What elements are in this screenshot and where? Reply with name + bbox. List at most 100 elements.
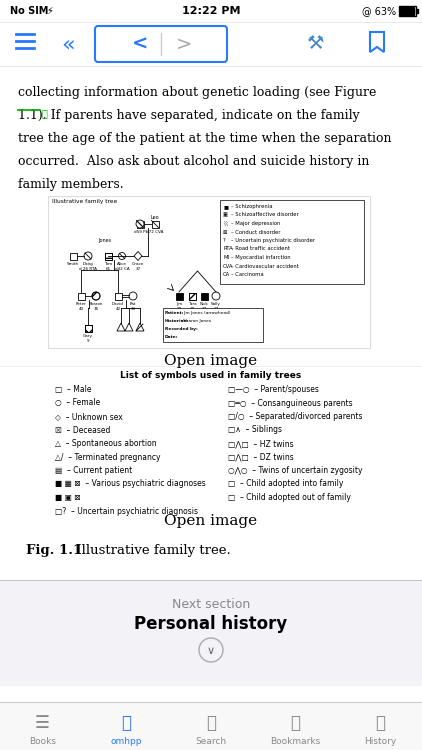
Bar [48, 196, 370, 348]
Bar [400, 7, 414, 15]
Text: □  – Male: □ – Male [55, 385, 92, 394]
Bar [84, 325, 92, 332]
Text: List of symbols used in family trees: List of symbols used in family trees [120, 371, 302, 380]
Text: △  – Spontaneous abortion: △ – Spontaneous abortion [55, 439, 157, 448]
Text: Alice
d42 CA: Alice d42 CA [115, 262, 130, 271]
Bar [70, 253, 76, 260]
Text: ⚒: ⚒ [307, 34, 325, 53]
Text: Next section: Next section [172, 598, 250, 611]
Text: ∨: ∨ [207, 646, 215, 656]
Text: >: > [176, 34, 192, 53]
Text: □═○  – Consanguineous parents: □═○ – Consanguineous parents [228, 398, 353, 407]
Text: Nick
27: Nick 27 [200, 302, 208, 310]
Polygon shape [117, 323, 125, 331]
Bar [84, 325, 92, 332]
Text: ○⋀○  – Twins of uncertain zygosity: ○⋀○ – Twins of uncertain zygosity [228, 466, 362, 475]
Text: Fig. 1.1: Fig. 1.1 [26, 544, 82, 557]
Text: ⚡: ⚡ [46, 6, 53, 16]
Bar [78, 292, 84, 299]
Text: □  – Child adopted out of family: □ – Child adopted out of family [228, 493, 351, 502]
Text: ░: ░ [223, 221, 227, 226]
Text: ■ ▣ ⊠: ■ ▣ ⊠ [55, 493, 81, 502]
Text: Sharon Jones: Sharon Jones [183, 319, 211, 323]
Text: ○  – Female: ○ – Female [55, 398, 100, 407]
Text: – Carcinoma: – Carcinoma [231, 272, 264, 277]
Text: Date:: Date: [165, 335, 179, 339]
Bar [416, 9, 418, 13]
Text: Jones: Jones [98, 238, 111, 243]
Text: Gary
9: Gary 9 [83, 334, 93, 343]
Text: d59 PI: d59 PI [134, 230, 146, 234]
Polygon shape [134, 251, 142, 260]
Text: <: < [132, 34, 148, 53]
FancyBboxPatch shape [95, 26, 227, 62]
Bar [189, 292, 195, 299]
Text: Grace
37: Grace 37 [132, 262, 144, 271]
Bar [0, 22, 422, 66]
Text: Historian:: Historian: [165, 319, 189, 323]
Circle shape [129, 292, 137, 300]
Text: d72 CVA: d72 CVA [146, 230, 164, 234]
Bar [399, 6, 416, 16]
Text: RTA: RTA [223, 247, 233, 251]
Text: 📖: 📖 [122, 714, 132, 732]
Text: 🕒: 🕒 [375, 714, 385, 732]
Text: family members.: family members. [18, 178, 124, 191]
Text: – Myocardial infarction: – Myocardial infarction [231, 255, 291, 260]
Text: – Cardiovascular accident: – Cardiovascular accident [231, 263, 299, 268]
Text: □⋀□  – HZ twins: □⋀□ – HZ twins [228, 439, 294, 448]
Text: 🔖: 🔖 [290, 714, 300, 732]
Text: □⋀□  – DZ twins: □⋀□ – DZ twins [228, 452, 294, 461]
Bar [136, 220, 143, 227]
Text: 12:22 PM: 12:22 PM [182, 6, 240, 16]
Bar [176, 292, 182, 299]
Text: Open image: Open image [165, 514, 257, 528]
Text: CA: CA [223, 272, 230, 277]
Bar [151, 220, 159, 227]
Text: 🔍: 🔍 [206, 714, 216, 732]
Text: Illustrative family tree: Illustrative family tree [52, 199, 117, 204]
Text: No SIM: No SIM [10, 6, 49, 16]
Bar [189, 292, 195, 299]
Text: Leo: Leo [151, 215, 160, 220]
Text: ▤  – Current patient: ▤ – Current patient [55, 466, 132, 475]
Text: ☒  – Deceased: ☒ – Deceased [55, 425, 111, 434]
Bar [0, 0, 422, 22]
Text: Jim Jones (arrowhead): Jim Jones (arrowhead) [183, 311, 230, 315]
Bar [105, 253, 111, 260]
Text: – Schizophrenia: – Schizophrenia [231, 204, 273, 209]
Text: ◇  – Unknown sex: ◇ – Unknown sex [55, 412, 123, 421]
Text: «: « [61, 34, 75, 54]
Text: David
42: David 42 [112, 302, 124, 310]
Circle shape [136, 220, 144, 228]
Text: CVA: CVA [223, 263, 233, 268]
Circle shape [199, 638, 223, 662]
Bar [0, 580, 422, 685]
Text: – Conduct disorder: – Conduct disorder [231, 230, 281, 235]
Bar [200, 292, 208, 299]
Text: – Major depression: – Major depression [231, 221, 280, 226]
Text: tree the age of the patient at the time when the separation: tree the age of the patient at the time … [18, 132, 392, 145]
Text: Patient:: Patient: [165, 311, 184, 315]
Circle shape [84, 252, 92, 260]
Bar [163, 308, 263, 342]
Text: 🔗: 🔗 [42, 108, 48, 118]
Text: Sharon
35: Sharon 35 [89, 302, 103, 310]
Text: ▣: ▣ [223, 212, 228, 217]
Circle shape [119, 253, 125, 260]
Text: – Schizoaffective disorder: – Schizoaffective disorder [231, 212, 299, 217]
Text: ■ ▦ ⊠  – Various psychiatric diagnoses: ■ ▦ ⊠ – Various psychiatric diagnoses [55, 479, 206, 488]
Text: Daisy
d 26 RTA: Daisy d 26 RTA [79, 262, 97, 271]
Text: History: History [364, 737, 396, 746]
Text: ?: ? [223, 238, 226, 243]
Text: – Road traffic accident: – Road traffic accident [231, 247, 290, 251]
Text: □/○  – Separated/divorced parents: □/○ – Separated/divorced parents [228, 412, 362, 421]
Text: MI: MI [223, 255, 229, 260]
Text: 1.1). If parents have separated, indicate on the family: 1.1). If parents have separated, indicat… [18, 109, 360, 122]
Bar [220, 200, 364, 284]
Bar [105, 253, 111, 260]
Text: Jim
30: Jim 30 [176, 302, 182, 310]
Text: Personal history: Personal history [134, 615, 288, 633]
Text: collecting information about genetic loading (see Figure: collecting information about genetic loa… [18, 86, 376, 99]
Text: occurred.  Also ask about alcohol and suicide history in: occurred. Also ask about alcohol and sui… [18, 155, 369, 168]
